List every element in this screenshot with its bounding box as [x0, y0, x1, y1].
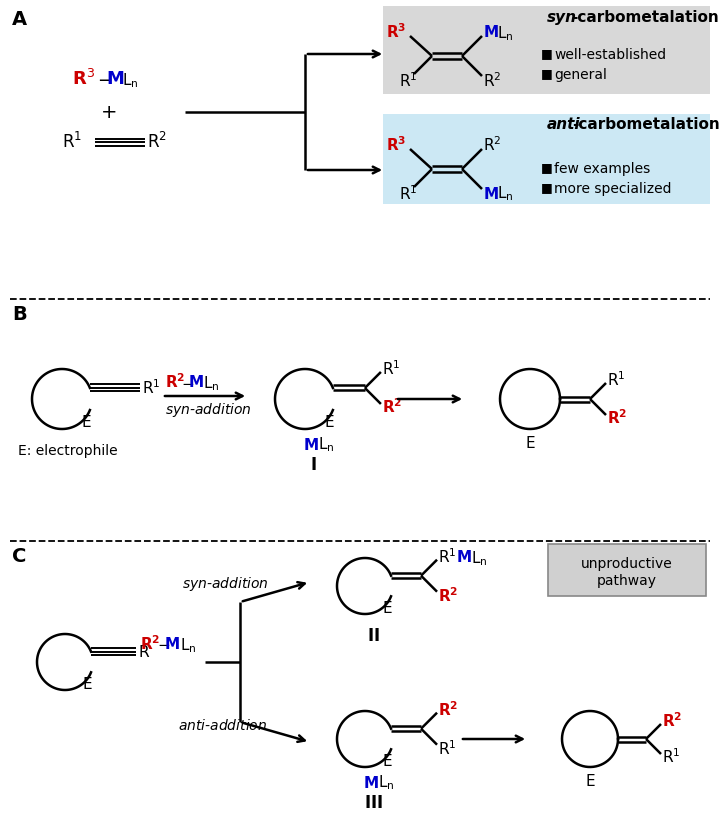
Text: -carbometalation: -carbometalation — [572, 117, 720, 132]
Text: $\mathbf{R^2}$: $\mathbf{R^2}$ — [382, 398, 402, 416]
Text: $\mathbf{M}$: $\mathbf{M}$ — [483, 24, 499, 40]
Text: E: E — [324, 414, 333, 430]
Text: $\mathbf{M}$: $\mathbf{M}$ — [363, 775, 379, 791]
Text: $\mathit{syn}$-addition: $\mathit{syn}$-addition — [165, 401, 252, 419]
Text: $\mathbf{R^2}$: $\mathbf{R^2}$ — [438, 701, 459, 719]
Text: $\mathbf{III}$: $\mathbf{III}$ — [364, 794, 382, 812]
Text: pathway: pathway — [597, 574, 657, 588]
Text: $\mathit{syn}$-addition: $\mathit{syn}$-addition — [182, 575, 269, 593]
Text: $\mathbf{R^2}$: $\mathbf{R^2}$ — [438, 586, 459, 605]
Text: $\mathbf{M}$: $\mathbf{M}$ — [303, 437, 319, 453]
Text: C: C — [12, 546, 27, 565]
Text: $\mathbf{II}$: $\mathbf{II}$ — [366, 627, 379, 645]
Text: $\mathrm{R^1}$: $\mathrm{R^1}$ — [438, 547, 456, 566]
Bar — [383, 114, 710, 204]
Text: $\mathrm{L_n}$: $\mathrm{L_n}$ — [497, 184, 513, 203]
Text: E: E — [585, 773, 595, 788]
Text: $-$: $-$ — [97, 70, 112, 88]
Text: $\mathbf{M}$: $\mathbf{M}$ — [106, 70, 125, 88]
Text: $\mathbf{R}^3$: $\mathbf{R}^3$ — [72, 69, 95, 89]
Text: $\mathrm{R^1}$: $\mathrm{R^1}$ — [662, 747, 680, 766]
Text: $\mathrm{L_n}$: $\mathrm{L_n}$ — [378, 774, 395, 792]
Text: unproductive: unproductive — [581, 557, 673, 571]
Text: $\mathbf{R^2}$: $\mathbf{R^2}$ — [140, 635, 161, 653]
Text: $-$: $-$ — [157, 636, 170, 651]
Text: $\mathrm{R^1}$: $\mathrm{R^1}$ — [399, 72, 418, 90]
Text: E: E — [81, 414, 91, 430]
Text: A: A — [12, 9, 27, 28]
Text: $\blacksquare$: $\blacksquare$ — [540, 162, 553, 176]
Text: -carbometalation: -carbometalation — [571, 9, 719, 24]
Text: $\mathbf{R^2}$: $\mathbf{R^2}$ — [165, 373, 186, 391]
Text: more specialized: more specialized — [554, 182, 672, 196]
Text: $\mathrm{R^1}$: $\mathrm{R^1}$ — [142, 379, 161, 397]
Text: $-$: $-$ — [181, 374, 194, 389]
Text: $\mathrm{R^1}$: $\mathrm{R^1}$ — [382, 359, 400, 379]
Text: $\mathbf{R^2}$: $\mathbf{R^2}$ — [607, 409, 627, 427]
Text: $\blacksquare$: $\blacksquare$ — [540, 182, 553, 196]
Text: $\mathrm{R^1}$: $\mathrm{R^1}$ — [62, 132, 82, 152]
Text: E: E — [525, 435, 535, 450]
Text: $\mathrm{R^1}$: $\mathrm{R^1}$ — [607, 370, 626, 389]
Text: E: E — [382, 754, 392, 769]
Text: anti: anti — [547, 117, 580, 132]
Text: $\mathbf{M}$: $\mathbf{M}$ — [164, 636, 180, 652]
Text: $\mathrm{R^1}$: $\mathrm{R^1}$ — [399, 184, 418, 203]
Text: $\mathbf{R^3}$: $\mathbf{R^3}$ — [386, 136, 406, 154]
Text: $\mathbf{M}$: $\mathbf{M}$ — [188, 374, 204, 390]
Text: $\mathrm{R}$: $\mathrm{R}$ — [138, 644, 150, 660]
Text: few examples: few examples — [554, 162, 650, 176]
Text: $+$: $+$ — [100, 103, 117, 122]
Text: $\mathrm{L_n}$: $\mathrm{L_n}$ — [180, 636, 197, 656]
Text: syn: syn — [547, 9, 577, 24]
Text: E: E — [382, 600, 392, 615]
Text: $\mathbf{M}$: $\mathbf{M}$ — [456, 549, 472, 565]
Text: well-established: well-established — [554, 48, 666, 62]
Text: $\mathrm{L_n}$: $\mathrm{L_n}$ — [318, 435, 335, 455]
Text: $\mathrm{L_n}$: $\mathrm{L_n}$ — [471, 550, 487, 568]
Text: $\mathrm{R^2}$: $\mathrm{R^2}$ — [147, 132, 167, 152]
Text: $\mathit{anti}$-addition: $\mathit{anti}$-addition — [178, 719, 267, 733]
Text: E: electrophile: E: electrophile — [18, 444, 117, 458]
Text: $\blacksquare$: $\blacksquare$ — [540, 48, 553, 62]
Text: $\mathrm{R^1}$: $\mathrm{R^1}$ — [438, 740, 456, 758]
Text: $\blacksquare$: $\blacksquare$ — [540, 68, 553, 82]
Text: $\mathbf{R^2}$: $\mathbf{R^2}$ — [662, 711, 683, 731]
Text: E: E — [82, 677, 92, 692]
Text: B: B — [12, 304, 27, 324]
Text: $\mathrm{L_n}$: $\mathrm{L_n}$ — [122, 72, 138, 90]
Text: $\mathrm{L_n}$: $\mathrm{L_n}$ — [497, 25, 513, 43]
Text: $\mathrm{R^2}$: $\mathrm{R^2}$ — [483, 136, 501, 154]
Text: $\mathbf{I}$: $\mathbf{I}$ — [310, 456, 316, 474]
Text: $\mathbf{R^3}$: $\mathbf{R^3}$ — [386, 23, 406, 42]
Bar — [383, 6, 710, 94]
Text: general: general — [554, 68, 607, 82]
Text: $\mathrm{L_n}$: $\mathrm{L_n}$ — [203, 374, 220, 394]
Text: $\mathrm{R^2}$: $\mathrm{R^2}$ — [483, 72, 501, 90]
Text: $\mathbf{M}$: $\mathbf{M}$ — [483, 186, 499, 202]
Bar — [548, 544, 706, 596]
